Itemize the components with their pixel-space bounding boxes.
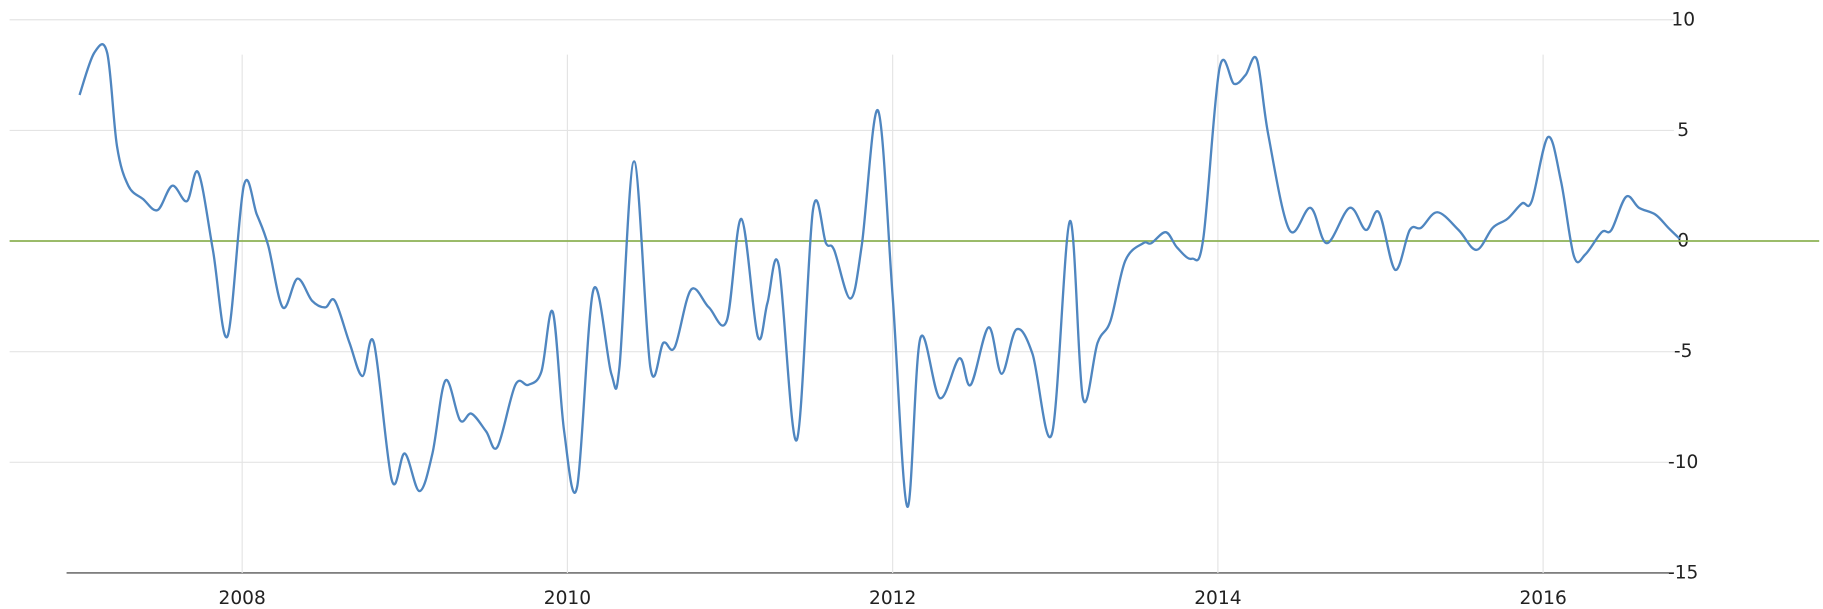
y-tick-label: 10 [1671,9,1695,30]
x-tick-label: 2016 [1519,588,1566,609]
y-tick-label: -15 [1668,562,1698,583]
x-tick-label: 2014 [1194,588,1241,609]
y-tick-label: 5 [1677,120,1689,141]
y-tick-label: -10 [1668,452,1698,473]
x-tick-label: 2012 [869,588,916,609]
y-tick-label: -5 [1674,341,1693,362]
data-line [78,43,1681,508]
x-tick-label: 2010 [544,588,591,609]
x-tick-label: 2008 [219,588,266,609]
